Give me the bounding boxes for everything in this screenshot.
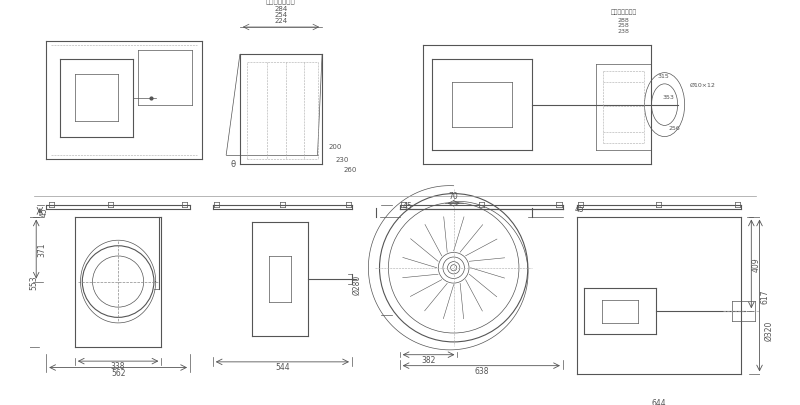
Text: 553: 553 [29,275,38,289]
Text: θ: θ [230,160,235,168]
Text: 353: 353 [662,95,674,100]
Text: 338: 338 [111,361,126,370]
Text: 238: 238 [618,28,630,34]
Text: 644: 644 [652,398,666,405]
Text: 45: 45 [402,201,412,210]
Text: 224: 224 [274,18,287,24]
Text: 260: 260 [343,166,357,172]
Text: 出风口法兰尺寸: 出风口法兰尺寸 [266,0,296,4]
Text: 45: 45 [40,207,49,216]
Text: 230: 230 [336,157,349,163]
Text: 315: 315 [658,73,669,78]
Text: 382: 382 [422,355,436,364]
Text: 288: 288 [618,17,630,23]
Text: Ø10×12: Ø10×12 [690,83,715,88]
Text: 70: 70 [449,191,458,200]
Text: 200: 200 [329,143,342,149]
Text: 562: 562 [111,368,126,377]
Text: 256: 256 [668,125,680,130]
Text: 371: 371 [37,242,46,257]
Text: Ø280: Ø280 [352,274,361,294]
Text: 254: 254 [274,12,287,18]
Text: 出风口法兰尺寸: 出风口法兰尺寸 [610,10,637,15]
Text: 284: 284 [274,6,288,12]
Text: 544: 544 [275,362,290,371]
Text: 638: 638 [474,366,489,375]
Text: 45: 45 [574,204,584,213]
Text: 258: 258 [618,23,630,28]
Text: 409: 409 [751,257,760,272]
Text: 617: 617 [761,288,770,303]
Text: Ø320: Ø320 [765,320,774,340]
